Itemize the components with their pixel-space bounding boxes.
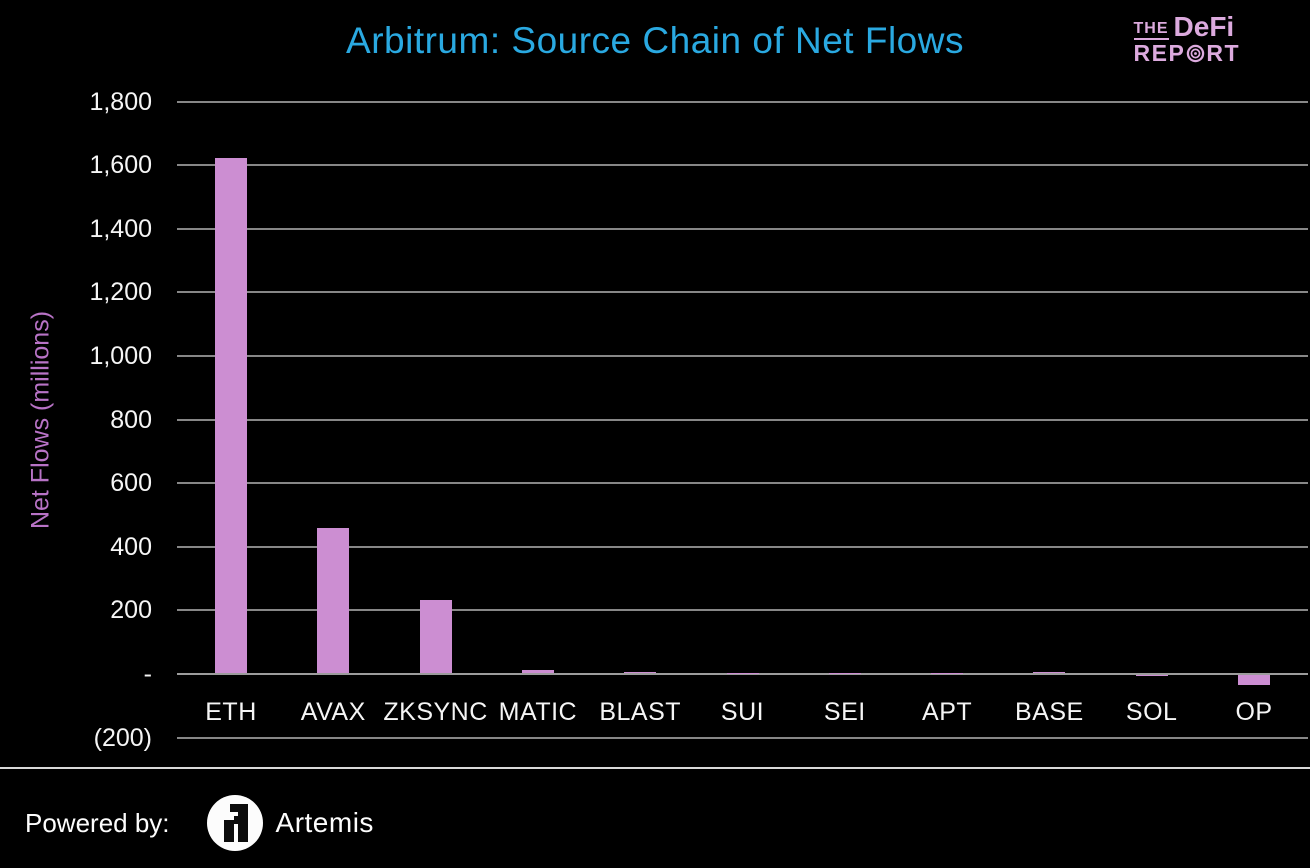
bar-sui [726,672,759,673]
y-tick-label-1200: 1,200 [89,278,152,307]
x-axis-label-avax: AVAX [300,698,366,726]
y-tick-label-600: 600 [110,469,152,498]
powered-by-label: Powered by: [25,807,170,838]
x-axis-label-sol: SOL [1125,698,1178,726]
gridline-200 [177,609,1308,612]
logo-defi-text: DeFi [1173,11,1235,42]
gridline-1200 [177,291,1308,294]
x-axis-label-eth: ETH [205,698,257,726]
logo-report-post-text: RT [1206,40,1240,67]
y-tick-label-800: 800 [110,405,152,434]
chart-title: Arbitrum: Source Chain of Net Flows [346,20,964,61]
artemis-brand-text: Artemis [275,807,374,838]
gridline-1400 [177,227,1308,230]
x-axis-label-blast: BLAST [599,698,682,726]
x-axis-label-base: BASE [1015,698,1084,726]
bar-zksync [419,599,452,673]
footer: Powered by: Artemis [25,795,374,851]
y-tick-label-1400: 1,400 [89,214,152,243]
bar-apt [931,672,964,673]
y-tick-label-200: 200 [110,596,152,625]
y-tick-label-1000: 1,000 [89,342,152,370]
gridline-0 [177,673,1308,675]
bar-sol [1135,675,1168,677]
bar-base [1033,672,1066,673]
y-tick-label-1800: 1,800 [89,87,152,116]
y-tick-label-400: 400 [110,532,152,561]
gridline-1600 [177,164,1308,167]
bar-eth [215,157,247,673]
logo-report-pre-text: REP [1133,40,1186,67]
artemis-logo-icon [206,795,263,851]
bar-matic [521,670,554,673]
x-axis-label-sui: SUI [720,698,765,726]
y-tick-label-0: - [143,660,152,688]
gridline-400 [177,545,1308,548]
x-axis-label-apt: APT [922,698,973,726]
footer-divider [0,767,1310,769]
x-axis-label-sei: SEI [823,698,866,726]
x-axis-label-zksync: ZKSYNC [383,698,488,726]
target-o-icon [1187,44,1205,63]
gridline-1800 [177,100,1308,103]
x-axis-label-matic: MATIC [498,698,578,726]
gridline-1000 [177,355,1308,357]
logo-line1: THE DeFi [1133,11,1240,42]
bar-sei [828,672,861,673]
bar-op [1238,675,1270,685]
artemis-glyph [223,804,248,842]
bar-blast [624,672,657,673]
gridline-600 [177,482,1308,485]
logo-the-text: THE [1133,20,1169,40]
y-tick-label--200: (200) [93,723,152,752]
logo-line2: REP RT [1134,41,1240,65]
bar-avax [317,528,350,673]
gridline--200 [177,736,1308,739]
x-axis-label-op: OP [1235,698,1273,726]
gridline-800 [177,418,1308,421]
defi-report-logo: THE DeFi REP RT [1133,11,1240,66]
y-tick-label-1600: 1,600 [89,151,152,180]
